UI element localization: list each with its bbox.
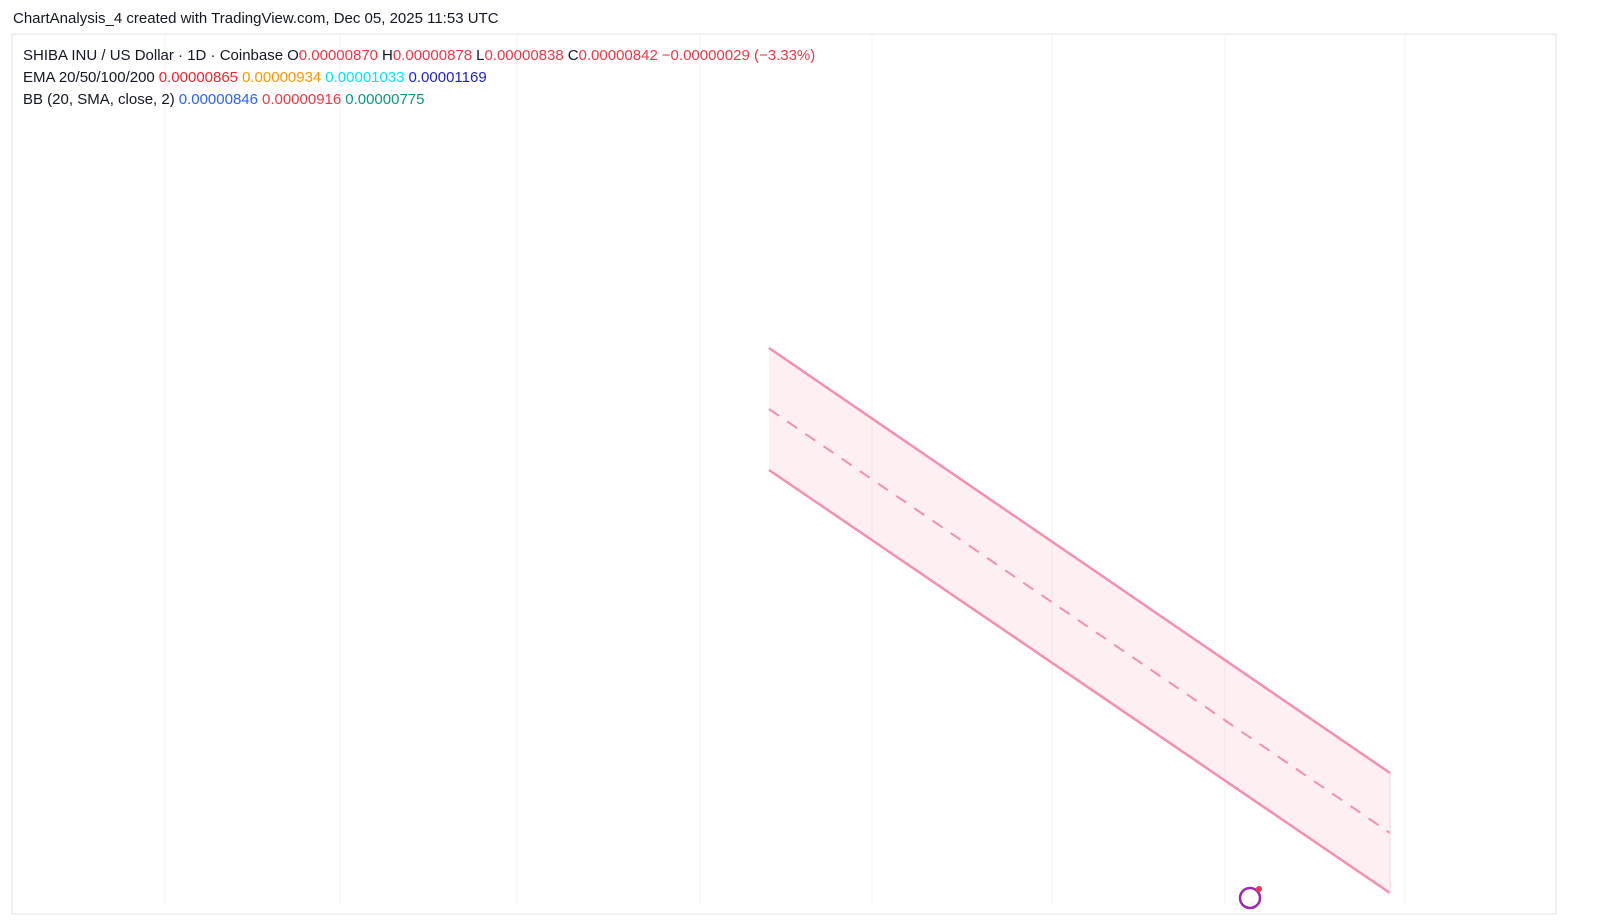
ohlc-value: 0.00000878 [392, 47, 473, 64]
indicator-name: EMA 20/50/100/200 [23, 69, 155, 86]
ohlc-value: 0.00000842 [578, 47, 658, 64]
indicator-row: BB (20, SMA, close, 2) 0.00000846 0.000009… [23, 89, 819, 111]
indicator-name: BB (20, SMA, close, 2) [23, 91, 175, 108]
symbol: SHIBA INU / US Dollar · 1D · Coinbase [23, 47, 284, 64]
ohlc-key: C [567, 47, 579, 64]
indicator-value: 0.00000934 [242, 69, 322, 86]
ohlc-key: L [476, 47, 485, 64]
vertical-grid [164, 35, 1406, 905]
indicator-value: 0.00000865 [158, 69, 239, 86]
change: −0.00000029 (−3.33%) [661, 47, 816, 64]
ohlc-key: H [382, 47, 393, 64]
indicator-value: 0.00000775 [345, 91, 425, 108]
indicator-row: EMA 20/50/100/200 0.00000865 0.00000934 0.0… [23, 67, 819, 89]
chart-credit: ChartAnalysis_4 created with TradingView… [13, 10, 499, 27]
indicator-value: 0.00000846 [178, 91, 258, 108]
descending-channel [768, 346, 1391, 895]
indicator-value: 0.00001033 [325, 69, 405, 86]
ohlc-key: O [287, 47, 299, 64]
chart-frame [11, 33, 1557, 915]
ohlc-value: 0.00000838 [484, 47, 564, 64]
legend: SHIBA INU / US Dollar · 1D · Coinbase O0.… [23, 45, 819, 111]
indicator-value: 0.00001169 [408, 69, 487, 86]
ohlc-value: 0.00000870 [298, 47, 379, 64]
indicator-value: 0.00000916 [261, 91, 342, 108]
ohlc-row: SHIBA INU / US Dollar · 1D · Coinbase O0.… [23, 45, 819, 67]
logo-icon [1238, 886, 1262, 910]
